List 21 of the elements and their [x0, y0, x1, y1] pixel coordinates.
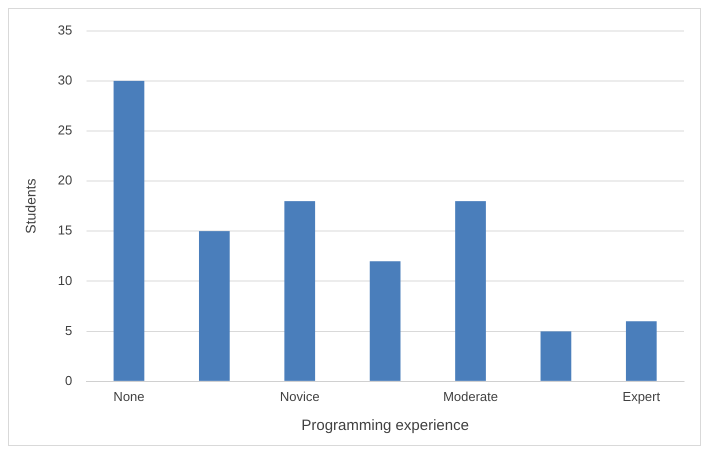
bar [114, 80, 144, 381]
y-tick-label: 30 [58, 72, 72, 88]
bar [626, 321, 657, 381]
y-tick-label: 20 [58, 172, 72, 188]
y-tick-label: 10 [58, 272, 72, 288]
y-tick-label: 35 [58, 22, 72, 38]
bar [540, 331, 572, 381]
x-tick-label: Novice [280, 388, 320, 404]
x-tick-label: Expert [622, 388, 660, 404]
x-tick-label: None [113, 388, 144, 404]
x-tick-label: Moderate [443, 388, 498, 404]
bar [370, 261, 400, 381]
y-tick-label: 0 [65, 372, 72, 388]
y-tick-label: 25 [58, 122, 72, 138]
y-axis-title: Students [22, 178, 38, 234]
x-axis-title: Programming experience [301, 417, 469, 434]
y-tick-label: 15 [58, 222, 72, 238]
y-tick-label: 5 [65, 322, 72, 338]
bar [198, 231, 230, 381]
bar [284, 201, 316, 381]
bar [455, 201, 486, 381]
